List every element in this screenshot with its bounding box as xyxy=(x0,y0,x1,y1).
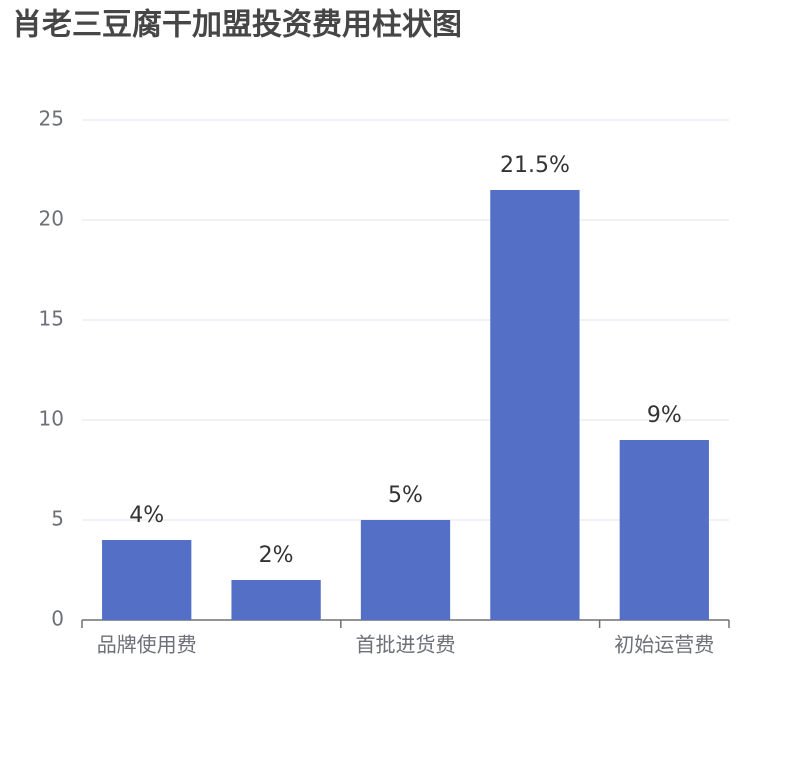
y-tick-label: 15 xyxy=(39,307,64,331)
y-tick-label: 5 xyxy=(51,507,64,531)
x-tick-label: 初始运营费 xyxy=(614,633,714,657)
value-label: 9% xyxy=(647,403,682,428)
value-label: 2% xyxy=(259,543,294,568)
x-tick-label: 品牌使用费 xyxy=(97,633,197,657)
x-tick-label: 首批进货费 xyxy=(356,633,456,657)
bar xyxy=(490,190,580,620)
y-tick-label: 10 xyxy=(39,407,64,431)
bar xyxy=(231,580,321,620)
y-tick-label: 25 xyxy=(39,107,64,131)
value-label: 21.5% xyxy=(500,153,570,178)
bar xyxy=(102,540,192,620)
chart-title: 肖老三豆腐干加盟投资费用柱状图 xyxy=(12,8,462,43)
value-label: 5% xyxy=(388,483,423,508)
y-tick-label: 0 xyxy=(51,607,64,631)
bar xyxy=(619,440,709,620)
y-tick-label: 20 xyxy=(39,207,64,231)
bar xyxy=(360,520,451,620)
value-label: 4% xyxy=(129,503,164,528)
